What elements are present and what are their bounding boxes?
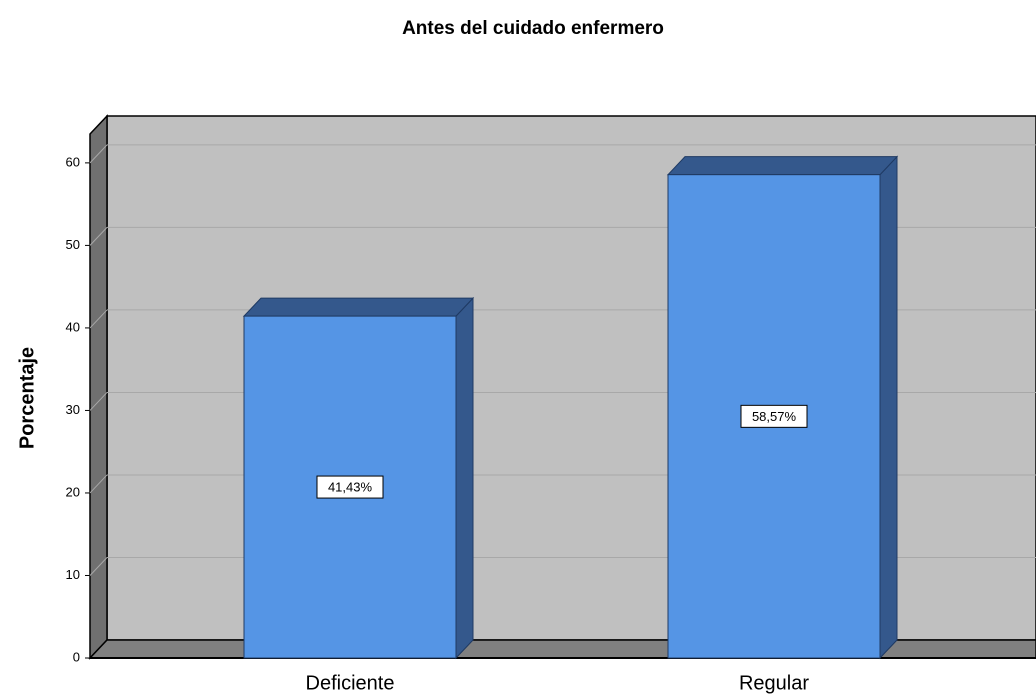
y-tick-label: 40 — [66, 319, 80, 334]
grid-line — [89, 557, 108, 576]
y-tick-label: 0 — [73, 649, 80, 664]
grid-line — [89, 474, 108, 494]
value-label: 58,57% — [752, 409, 797, 424]
y-axis-label: Porcentaje — [16, 347, 38, 449]
value-label: 41,43% — [328, 479, 373, 494]
y-tick-label: 10 — [66, 567, 80, 582]
value-label-box — [316, 475, 384, 499]
grid-line — [89, 392, 108, 411]
x-tick-label: Regular — [739, 672, 809, 694]
y-tick-label: 30 — [66, 402, 80, 417]
chart-title: Antes del cuidado enfermero — [402, 18, 664, 39]
bar-side — [879, 155, 898, 660]
bar-top — [242, 297, 475, 317]
y-tick-label: 50 — [66, 237, 80, 252]
bar-top — [666, 156, 899, 176]
bar-side — [455, 296, 474, 660]
y-tick-label: 20 — [66, 484, 80, 499]
x-tick-label: Deficiente — [306, 672, 395, 694]
value-label-box — [740, 404, 808, 428]
side-wall — [89, 114, 108, 660]
y-tick-label: 60 — [66, 154, 80, 169]
grid-line — [89, 309, 108, 329]
grid-line — [89, 227, 108, 246]
grid-line — [89, 144, 108, 164]
